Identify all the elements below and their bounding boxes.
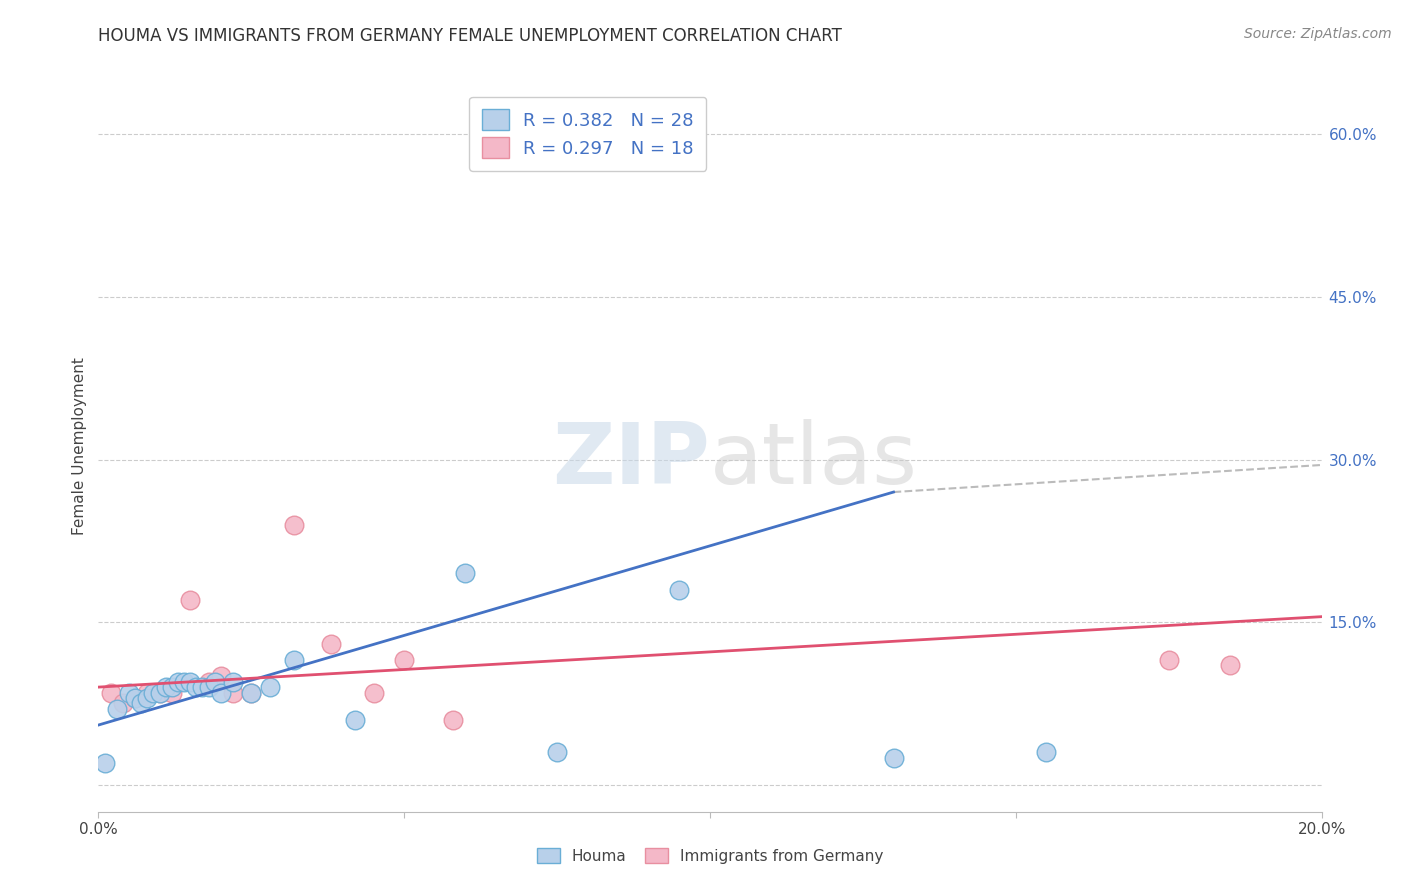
Point [149,685,172,699]
Point [883,750,905,764]
Point [142,685,165,699]
Point [160,685,183,699]
Point [209,685,232,699]
Point [124,690,146,705]
Point [222,674,245,689]
Point [283,517,305,532]
Legend: Houma, Immigrants from Germany: Houma, Immigrants from Germany [530,842,890,870]
Point [197,680,219,694]
Point [319,637,342,651]
Point [149,685,172,699]
Point [136,685,159,699]
Point [197,674,219,689]
Point [100,685,122,699]
Point [209,669,232,683]
Point [441,713,464,727]
Text: atlas: atlas [710,419,918,502]
Point [454,566,477,581]
Point [1219,658,1241,673]
Point [222,685,245,699]
Y-axis label: Female Unemployment: Female Unemployment [72,357,87,535]
Point [191,680,214,694]
Point [186,680,208,694]
Point [160,680,183,694]
Point [124,690,146,705]
Point [363,685,385,699]
Text: Source: ZipAtlas.com: Source: ZipAtlas.com [1244,27,1392,41]
Point [344,713,367,727]
Point [167,674,190,689]
Point [392,653,416,667]
Point [546,745,568,759]
Point [179,674,201,689]
Point [93,756,115,770]
Point [136,690,159,705]
Point [204,674,226,689]
Point [129,697,152,711]
Point [283,653,305,667]
Point [179,593,201,607]
Point [155,680,177,694]
Point [668,582,690,597]
Point [118,685,141,699]
Point [240,685,263,699]
Point [173,674,195,689]
Point [1157,653,1180,667]
Point [259,680,281,694]
Text: ZIP: ZIP [553,419,710,502]
Text: HOUMA VS IMMIGRANTS FROM GERMANY FEMALE UNEMPLOYMENT CORRELATION CHART: HOUMA VS IMMIGRANTS FROM GERMANY FEMALE … [98,27,842,45]
Point [111,697,134,711]
Point [240,685,263,699]
Point [1035,745,1057,759]
Point [105,702,128,716]
